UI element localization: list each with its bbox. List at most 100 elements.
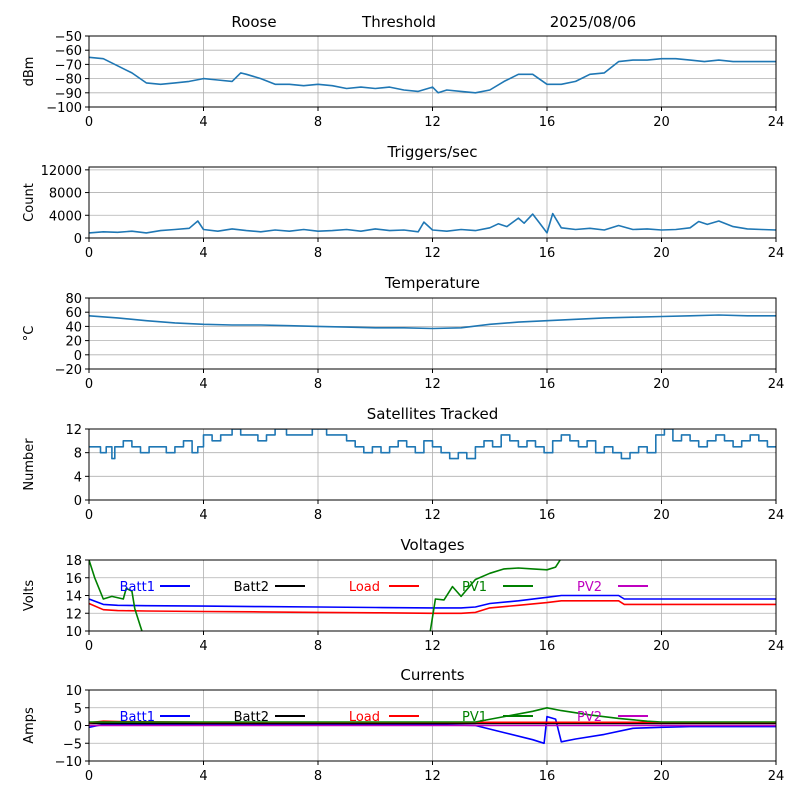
legend-label-load: Load (349, 580, 380, 595)
panel-satellites: 0 4 8 12 16 20 24 0 4 8 12 Satellites Tracked Number (22, 405, 784, 523)
legend-label-pv1: PV1 (462, 710, 487, 725)
x-tick-label: 0 (85, 377, 93, 392)
x-tick-label: 0 (85, 246, 93, 261)
y-tick-label: 4000 (49, 209, 82, 224)
panel-title: Satellites Tracked (367, 405, 498, 423)
y-axis-label: Number (22, 438, 37, 491)
y-tick-label: 4 (74, 470, 82, 485)
y-tick-label: 0 (74, 494, 82, 509)
x-tick-label: 20 (653, 377, 670, 392)
x-tick-label: 4 (199, 246, 207, 261)
series-line-0 (89, 314, 776, 330)
figure-header: Roose Threshold 2025/08/06 (231, 13, 636, 31)
y-tick-label: 8 (74, 447, 82, 462)
x-tick-label: 16 (539, 508, 556, 523)
x-tick-label: 24 (768, 769, 785, 784)
panel-title: Currents (400, 666, 464, 684)
legend-label-load: Load (349, 710, 380, 725)
y-tick-label: −60 (55, 44, 82, 59)
y-tick-label: 40 (65, 320, 82, 335)
y-tick-label: 8000 (49, 187, 82, 202)
series-line-0 (89, 56, 776, 94)
x-tick-label: 16 (539, 769, 556, 784)
x-tick-label: 12 (424, 246, 441, 261)
x-tick-label: 24 (768, 377, 785, 392)
series-line-pv1 (89, 560, 562, 631)
header-station: Roose (231, 13, 276, 31)
series-line-0 (89, 212, 776, 234)
x-tick-label: 24 (768, 508, 785, 523)
panel-triggers: 0 4 8 12 16 20 24 0 4000 8000 12000 Triggers/sec Cou… (22, 143, 784, 261)
y-tick-label: −80 (55, 73, 82, 88)
legend-label-batt1: Batt1 (120, 580, 155, 595)
x-tick-label: 20 (653, 246, 670, 261)
x-tick-label: 8 (314, 508, 322, 523)
x-tick-label: 20 (653, 508, 670, 523)
x-tick-label: 4 (199, 639, 207, 654)
x-tick-label: 12 (424, 769, 441, 784)
x-tick-label: 12 (424, 115, 441, 130)
y-axis-label: dBm (22, 57, 37, 87)
y-tick-label: 0 (74, 232, 82, 247)
x-tick-label: 16 (539, 639, 556, 654)
y-tick-label: 5 (74, 702, 82, 717)
x-tick-label: 4 (199, 115, 207, 130)
x-tick-label: 4 (199, 377, 207, 392)
legend-label-batt1: Batt1 (120, 710, 155, 725)
x-tick-label: 8 (314, 639, 322, 654)
y-tick-label: −20 (55, 363, 82, 378)
x-tick-label: 20 (653, 115, 670, 130)
header-date: 2025/08/06 (550, 13, 636, 31)
y-tick-label: −90 (55, 87, 82, 102)
y-tick-label: −50 (55, 30, 82, 45)
panel-title: Triggers/sec (387, 143, 478, 161)
legend-label-batt2: Batt2 (234, 580, 269, 595)
x-tick-label: 20 (653, 639, 670, 654)
x-tick-label: 4 (199, 508, 207, 523)
y-axis-label: Volts (22, 580, 37, 612)
y-axis-label: °C (22, 326, 37, 342)
header-mode: Threshold (361, 13, 436, 31)
x-tick-label: 24 (768, 639, 785, 654)
x-tick-label: 8 (314, 769, 322, 784)
y-axis-label: Count (22, 183, 37, 222)
y-tick-label: 10 (65, 625, 82, 640)
x-tick-label: 16 (539, 246, 556, 261)
y-tick-label: 16 (65, 572, 82, 587)
y-tick-label: −10 (55, 755, 82, 770)
x-tick-label: 0 (85, 639, 93, 654)
legend-label-batt2: Batt2 (234, 710, 269, 725)
y-tick-label: −5 (63, 737, 82, 752)
series-line-0 (89, 429, 776, 460)
panel-voltages: 0 4 8 12 16 20 24 10 12 14 16 18 Voltages Volts Batt1 B… (22, 536, 784, 654)
y-axis-label: Amps (22, 707, 37, 744)
x-tick-label: 12 (424, 377, 441, 392)
x-tick-label: 16 (539, 115, 556, 130)
y-tick-label: 0 (74, 349, 82, 364)
x-tick-label: 24 (768, 246, 785, 261)
y-tick-label: 18 (65, 554, 82, 569)
panel-currents: 0 4 8 12 16 20 24 −10 −5 0 5 10 Currents Amps Batt1 Bat… (22, 666, 784, 784)
y-tick-label: −70 (55, 58, 82, 73)
y-tick-label: 14 (65, 590, 82, 605)
y-tick-label: 12 (65, 607, 82, 622)
x-tick-label: 4 (199, 769, 207, 784)
panel-threshold: 0 4 8 12 16 20 24 −100−90−80−70−60−50 dBm (22, 30, 784, 130)
legend-label-pv2: PV2 (577, 710, 602, 725)
panel-title: Temperature (384, 274, 480, 292)
x-tick-label: 0 (85, 115, 93, 130)
series-line-pv1 (89, 707, 776, 723)
legend-label-pv1: PV1 (462, 580, 487, 595)
x-tick-label: 24 (768, 115, 785, 130)
x-tick-label: 8 (314, 115, 322, 130)
y-tick-label: 12 (65, 423, 82, 438)
series-line-batt1 (89, 594, 776, 609)
x-tick-label: 12 (424, 508, 441, 523)
x-tick-label: 8 (314, 246, 322, 261)
x-tick-label: 0 (85, 769, 93, 784)
x-tick-label: 20 (653, 769, 670, 784)
y-tick-label: 10 (65, 684, 82, 699)
y-tick-label: −100 (46, 101, 82, 116)
